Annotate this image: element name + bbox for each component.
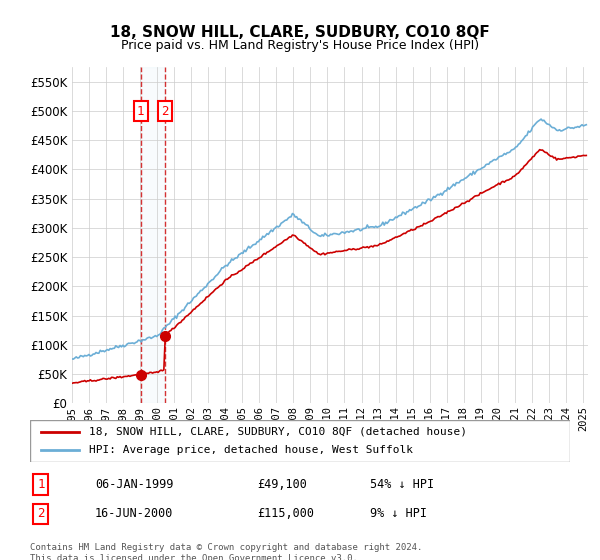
Text: 1: 1 (137, 105, 145, 118)
Text: £49,100: £49,100 (257, 478, 307, 491)
Text: 54% ↓ HPI: 54% ↓ HPI (370, 478, 434, 491)
Text: 06-JAN-1999: 06-JAN-1999 (95, 478, 173, 491)
Text: 9% ↓ HPI: 9% ↓ HPI (370, 507, 427, 520)
Text: 2: 2 (37, 507, 44, 520)
Text: HPI: Average price, detached house, West Suffolk: HPI: Average price, detached house, West… (89, 445, 413, 455)
FancyBboxPatch shape (30, 420, 570, 462)
Text: 2: 2 (161, 105, 169, 118)
Bar (140, 67, 165, 403)
Text: 18, SNOW HILL, CLARE, SUDBURY, CO10 8QF (detached house): 18, SNOW HILL, CLARE, SUDBURY, CO10 8QF … (89, 427, 467, 437)
Text: £115,000: £115,000 (257, 507, 314, 520)
Text: 1: 1 (37, 478, 44, 491)
Text: Price paid vs. HM Land Registry's House Price Index (HPI): Price paid vs. HM Land Registry's House … (121, 39, 479, 52)
Text: 18, SNOW HILL, CLARE, SUDBURY, CO10 8QF: 18, SNOW HILL, CLARE, SUDBURY, CO10 8QF (110, 25, 490, 40)
Text: Contains HM Land Registry data © Crown copyright and database right 2024.
This d: Contains HM Land Registry data © Crown c… (30, 543, 422, 560)
Text: 16-JUN-2000: 16-JUN-2000 (95, 507, 173, 520)
